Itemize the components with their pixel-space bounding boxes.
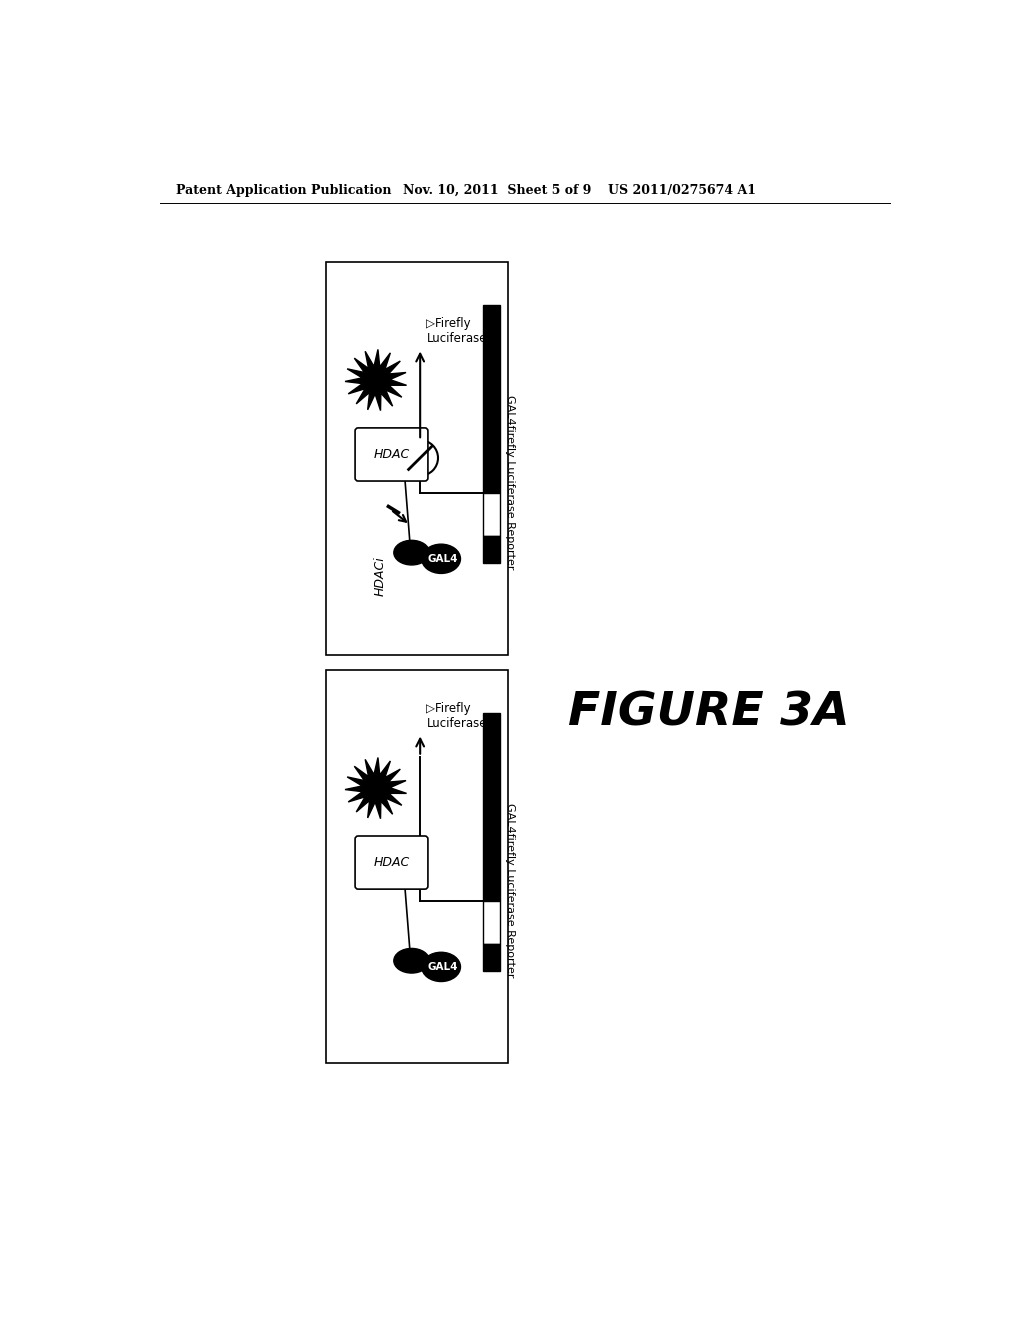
Bar (483, 713, 500, 900)
Circle shape (402, 441, 438, 475)
Text: GAL4: GAL4 (427, 962, 458, 972)
Text: ▷Firefly
Luciferase: ▷Firefly Luciferase (426, 702, 486, 730)
Text: ▷Firefly
Luciferase: ▷Firefly Luciferase (426, 317, 486, 345)
Ellipse shape (394, 540, 429, 565)
Text: FIGURE 3A: FIGURE 3A (568, 690, 850, 735)
Bar (483, 900, 500, 944)
Text: HDAC: HDAC (374, 447, 410, 461)
FancyBboxPatch shape (355, 836, 428, 890)
Text: GAL4firefly Luciferase Reporter: GAL4firefly Luciferase Reporter (505, 395, 515, 569)
Bar (483, 944, 500, 970)
Text: GAL4firefly Luciferase Reporter: GAL4firefly Luciferase Reporter (505, 803, 515, 977)
Text: HDAC: HDAC (374, 857, 410, 869)
Text: HDACi: HDACi (374, 557, 386, 597)
FancyBboxPatch shape (355, 428, 428, 480)
Ellipse shape (422, 544, 461, 573)
Ellipse shape (422, 952, 461, 982)
Bar (326, 671, 508, 1063)
Text: Nov. 10, 2011  Sheet 5 of 9: Nov. 10, 2011 Sheet 5 of 9 (403, 185, 592, 197)
Bar (483, 536, 500, 562)
Text: GAL4: GAL4 (427, 554, 458, 564)
Bar (483, 305, 500, 492)
Polygon shape (345, 758, 407, 818)
Ellipse shape (394, 948, 429, 973)
Text: Patent Application Publication: Patent Application Publication (176, 185, 391, 197)
Text: US 2011/0275674 A1: US 2011/0275674 A1 (608, 185, 757, 197)
Bar (483, 492, 500, 536)
Bar (326, 263, 508, 655)
Polygon shape (345, 350, 407, 411)
